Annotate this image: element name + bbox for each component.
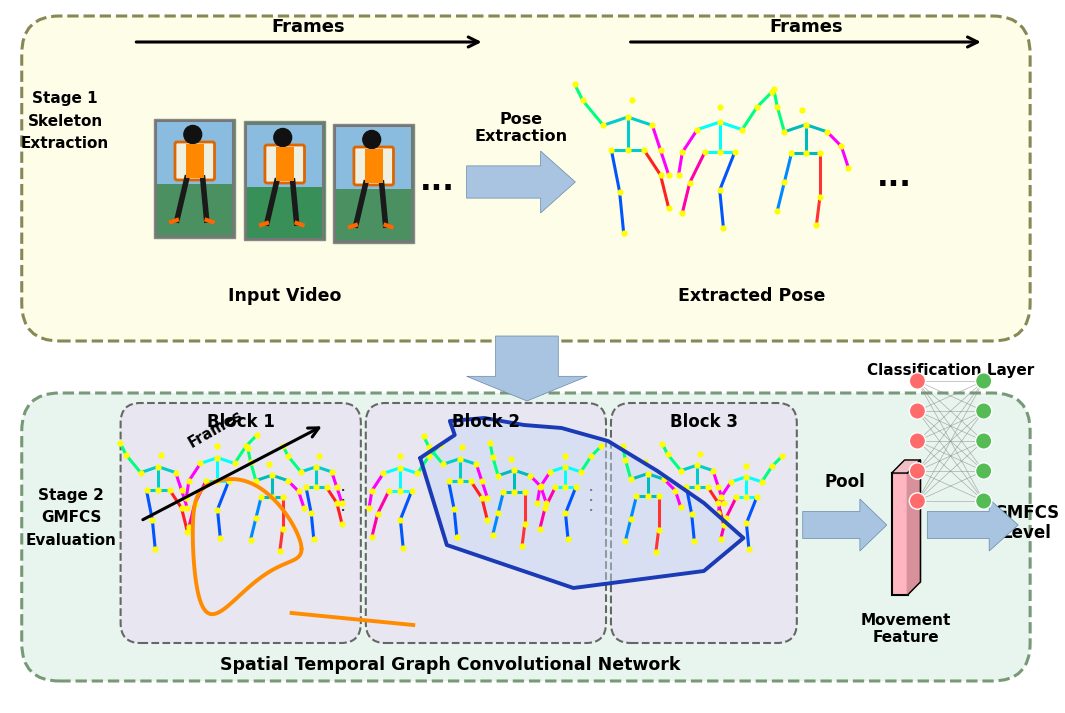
- Polygon shape: [891, 460, 920, 473]
- Text: .: .: [589, 503, 593, 513]
- Text: ...: ...: [878, 163, 912, 193]
- FancyBboxPatch shape: [335, 125, 412, 189]
- FancyBboxPatch shape: [276, 147, 294, 181]
- Polygon shape: [928, 499, 1018, 551]
- Text: .: .: [341, 503, 345, 513]
- FancyBboxPatch shape: [904, 460, 920, 582]
- FancyBboxPatch shape: [611, 403, 797, 643]
- Text: Movement
Feature: Movement Feature: [861, 613, 951, 645]
- FancyBboxPatch shape: [21, 393, 1030, 681]
- Text: Classification Layer: Classification Layer: [867, 364, 1035, 379]
- Polygon shape: [803, 499, 887, 551]
- FancyBboxPatch shape: [186, 144, 203, 178]
- Text: Block 1: Block 1: [207, 413, 275, 431]
- Polygon shape: [466, 336, 587, 401]
- Circle shape: [976, 493, 992, 509]
- Circle shape: [910, 433, 925, 449]
- Circle shape: [274, 128, 292, 146]
- Circle shape: [363, 130, 380, 148]
- FancyBboxPatch shape: [365, 149, 382, 183]
- FancyBboxPatch shape: [354, 147, 393, 185]
- FancyBboxPatch shape: [244, 121, 325, 240]
- Text: Pose
Extraction: Pose Extraction: [474, 112, 568, 144]
- Text: Stage 1
Skeleton
Extraction: Stage 1 Skeleton Extraction: [21, 91, 110, 150]
- Circle shape: [910, 373, 925, 389]
- Text: .: .: [589, 493, 593, 503]
- FancyBboxPatch shape: [175, 142, 214, 180]
- Text: Input Video: Input Video: [228, 287, 342, 305]
- FancyBboxPatch shape: [157, 184, 233, 235]
- FancyBboxPatch shape: [891, 473, 907, 595]
- Text: ...: ...: [420, 167, 455, 195]
- Text: Block 3: Block 3: [670, 413, 738, 431]
- FancyBboxPatch shape: [246, 123, 324, 187]
- Polygon shape: [907, 460, 920, 595]
- Text: Stage 2
GMFCS
Evaluation: Stage 2 GMFCS Evaluation: [26, 488, 116, 548]
- Polygon shape: [466, 151, 575, 213]
- Circle shape: [976, 403, 992, 419]
- Text: Frames: Frames: [769, 18, 842, 36]
- FancyBboxPatch shape: [246, 187, 324, 239]
- FancyBboxPatch shape: [154, 118, 235, 237]
- Circle shape: [910, 493, 925, 509]
- Polygon shape: [421, 418, 743, 588]
- Text: Frames: Frames: [185, 408, 245, 451]
- Text: Spatial Temporal Graph Convolutional Network: Spatial Temporal Graph Convolutional Net…: [219, 656, 679, 674]
- Text: .: .: [341, 483, 345, 493]
- Circle shape: [184, 125, 201, 143]
- Text: Extracted Pose: Extracted Pose: [677, 287, 825, 305]
- Circle shape: [976, 373, 992, 389]
- Circle shape: [910, 463, 925, 479]
- Text: GMFCS
Level: GMFCS Level: [993, 503, 1060, 543]
- FancyBboxPatch shape: [365, 403, 606, 643]
- Circle shape: [976, 433, 992, 449]
- FancyBboxPatch shape: [21, 16, 1030, 341]
- Circle shape: [910, 403, 925, 419]
- FancyBboxPatch shape: [333, 123, 414, 242]
- FancyBboxPatch shape: [157, 120, 233, 184]
- Circle shape: [976, 463, 992, 479]
- FancyBboxPatch shape: [120, 403, 361, 643]
- Text: .: .: [341, 493, 345, 503]
- FancyBboxPatch shape: [265, 145, 305, 183]
- Text: Frames: Frames: [272, 18, 345, 36]
- Text: .: .: [589, 483, 593, 493]
- Text: Block 2: Block 2: [452, 413, 520, 431]
- FancyBboxPatch shape: [335, 189, 412, 240]
- Text: Pool: Pool: [825, 473, 866, 491]
